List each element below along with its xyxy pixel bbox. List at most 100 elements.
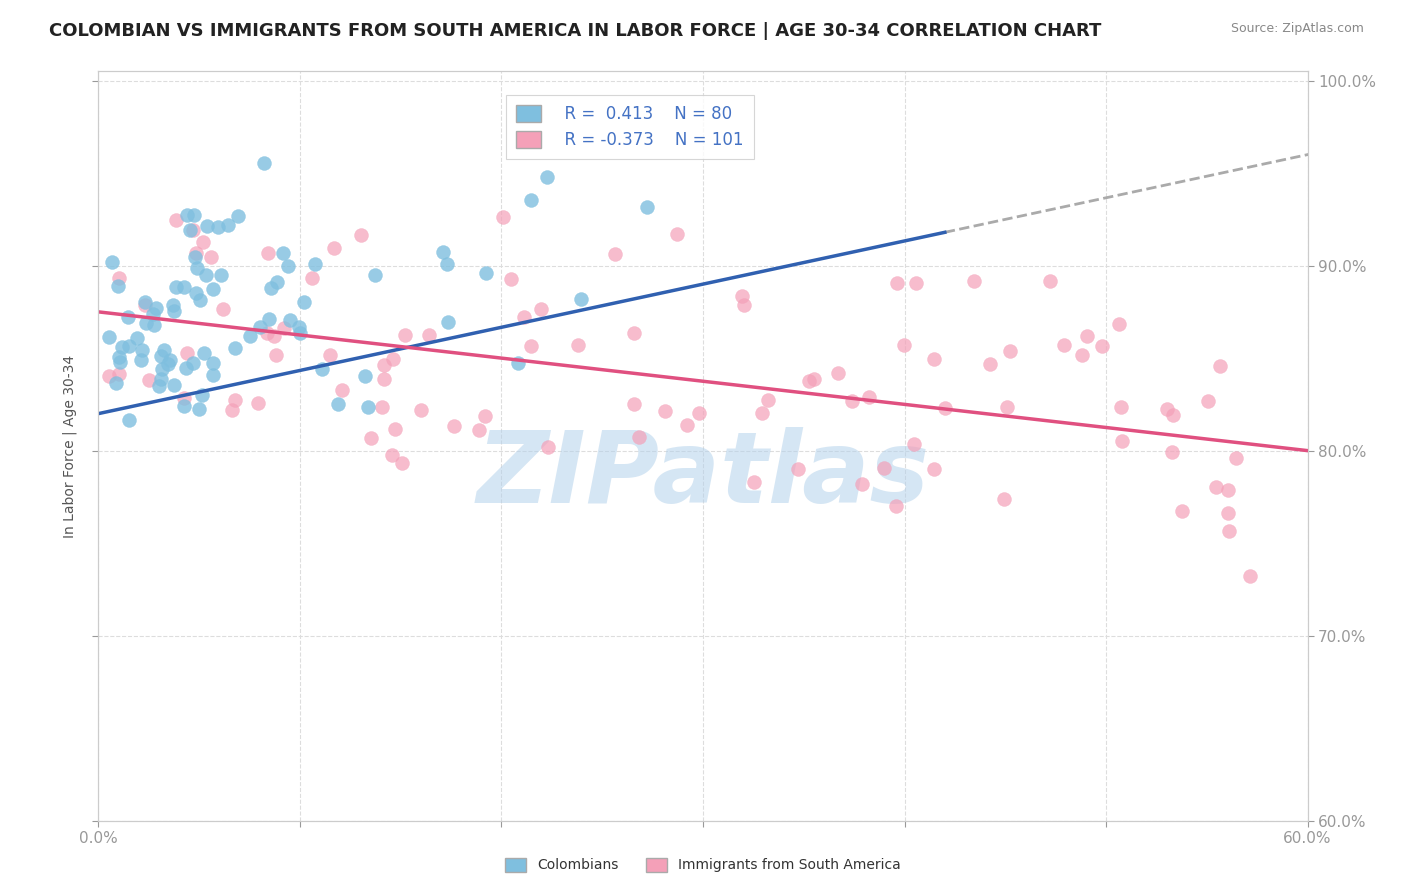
Point — [436, 257, 458, 271]
Point — [165, 280, 187, 294]
Point — [1161, 408, 1184, 422]
Point — [520, 338, 543, 352]
Point — [1170, 503, 1192, 517]
Point — [567, 338, 589, 352]
Point — [569, 293, 592, 307]
Point — [173, 391, 195, 405]
Point — [149, 372, 172, 386]
Point — [537, 440, 560, 454]
Point — [1161, 444, 1184, 458]
Point — [201, 368, 224, 382]
Point — [118, 339, 141, 353]
Point — [381, 449, 404, 463]
Point — [520, 193, 543, 207]
Point — [150, 362, 173, 376]
Point — [751, 406, 773, 420]
Point — [922, 351, 945, 366]
Point — [266, 348, 288, 362]
Point — [183, 208, 205, 222]
Point — [191, 388, 214, 402]
Point — [108, 350, 131, 364]
Point — [1239, 569, 1261, 583]
Point — [443, 419, 465, 434]
Point — [271, 246, 294, 260]
Point — [922, 462, 945, 476]
Point — [188, 293, 211, 307]
Point — [858, 390, 880, 404]
Point — [176, 208, 198, 222]
Point — [186, 261, 208, 276]
Point — [193, 346, 215, 360]
Point — [384, 422, 406, 436]
Point — [253, 156, 276, 170]
Point — [1039, 274, 1062, 288]
Point — [474, 409, 496, 424]
Point — [893, 338, 915, 352]
Point — [202, 356, 225, 370]
Point — [512, 310, 534, 324]
Point — [195, 219, 218, 233]
Point — [107, 279, 129, 293]
Point — [475, 266, 498, 280]
Point — [1208, 359, 1230, 373]
Point — [934, 401, 956, 415]
Point — [884, 499, 907, 513]
Point — [186, 285, 208, 300]
Legend: Colombians, Immigrants from South America: Colombians, Immigrants from South Americ… — [499, 852, 907, 878]
Point — [111, 340, 134, 354]
Text: Source: ZipAtlas.com: Source: ZipAtlas.com — [1230, 22, 1364, 36]
Point — [278, 312, 301, 326]
Point — [373, 372, 395, 386]
Point — [288, 319, 311, 334]
Point — [328, 396, 350, 410]
Point — [886, 277, 908, 291]
Point — [1070, 348, 1092, 362]
Point — [330, 383, 353, 397]
Point — [135, 316, 157, 330]
Point — [156, 357, 179, 371]
Point — [173, 279, 195, 293]
Point — [418, 328, 440, 343]
Point — [273, 321, 295, 335]
Point — [263, 328, 285, 343]
Point — [304, 257, 326, 271]
Point — [1109, 401, 1132, 415]
Point — [165, 213, 187, 227]
Point — [226, 209, 249, 223]
Point — [138, 374, 160, 388]
Point — [97, 330, 120, 344]
Point — [162, 298, 184, 312]
Point — [797, 374, 820, 388]
Point — [311, 362, 333, 376]
Point — [1053, 338, 1076, 352]
Point — [257, 245, 280, 260]
Point — [212, 302, 235, 317]
Point — [742, 475, 765, 489]
Point — [145, 301, 167, 315]
Point — [536, 169, 558, 184]
Point — [301, 270, 323, 285]
Point — [1111, 434, 1133, 448]
Point — [207, 220, 229, 235]
Point — [224, 392, 246, 407]
Point — [221, 403, 243, 417]
Point — [654, 404, 676, 418]
Point — [382, 352, 405, 367]
Point — [108, 355, 131, 369]
Point — [962, 275, 984, 289]
Point — [391, 456, 413, 470]
Point — [733, 298, 755, 312]
Text: ZIPatlas: ZIPatlas — [477, 427, 929, 524]
Point — [259, 281, 281, 295]
Point — [174, 361, 197, 376]
Point — [117, 310, 139, 325]
Point — [173, 400, 195, 414]
Point — [322, 241, 344, 255]
Point — [756, 393, 779, 408]
Point — [360, 432, 382, 446]
Point — [257, 312, 280, 326]
Point — [186, 246, 208, 260]
Point — [688, 406, 710, 420]
Y-axis label: In Labor Force | Age 30-34: In Labor Force | Age 30-34 — [62, 354, 77, 538]
Point — [149, 349, 172, 363]
